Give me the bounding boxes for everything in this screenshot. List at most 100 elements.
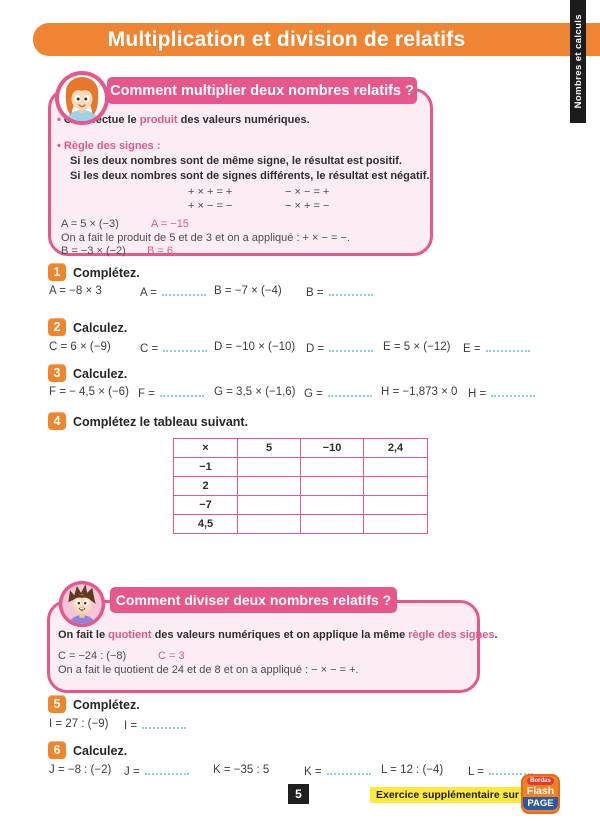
table-row-header: −1 (173, 457, 238, 477)
table-header-cell: −10 (300, 438, 364, 458)
table-empty-cell (363, 495, 428, 515)
expression: E = 5 × (−12) (383, 341, 451, 353)
answer-dots (163, 341, 208, 352)
chapter-side-tab: Nombres et calculs (570, 0, 586, 123)
girl-avatar-icon (55, 71, 109, 125)
answer-label: K = (304, 766, 322, 778)
answer-label: L = (468, 766, 484, 778)
answer-blank: F = (138, 386, 204, 400)
exercise-6-badge: 6 (48, 741, 66, 759)
exercise-3-label: Calculez. (73, 367, 128, 381)
exercise-5-row: I = 27 : (−9) I = (0, 718, 600, 734)
lesson-text: des valeurs numériques et on applique la… (151, 629, 409, 641)
lesson-text: des valeurs numériques. (177, 114, 310, 126)
multiplication-table: × 5 −10 2,4 −1 2 −7 4,5 (173, 438, 428, 534)
answer-label: D = (306, 343, 325, 355)
exercise-1-label: Complétez. (73, 266, 140, 280)
expression: G = 3,5 × (−1,6) (214, 386, 296, 398)
supplement-text: Exercice supplémentaire sur (376, 789, 519, 801)
answer-label: C = (140, 343, 159, 355)
lesson-question-band: Comment diviser deux nombres relatifs ? (110, 587, 397, 613)
table-empty-cell (363, 457, 428, 477)
table-empty-cell (363, 514, 428, 534)
lesson-question: Comment multiplier deux nombres relatifs… (110, 82, 414, 99)
answer-blank: E = (463, 341, 530, 355)
table-empty-cell (300, 495, 364, 515)
lesson-text: . (494, 629, 498, 641)
expression: C = 6 × (−9) (49, 341, 111, 353)
example-expression: C = −24 : (−8) (58, 650, 127, 662)
table-empty-cell (300, 457, 364, 477)
answer-dots (491, 386, 536, 397)
answer-blank: D = (306, 341, 374, 355)
answer-blank: B = (306, 285, 373, 299)
bordas-brand-label: Bordas (527, 777, 554, 785)
lesson-box-division: On fait le quotient des valeurs numériqu… (47, 600, 498, 693)
answer-label: E = (463, 343, 481, 355)
answer-label: F = (138, 388, 155, 400)
table-row: 4,5 (173, 514, 428, 534)
example-note: On a fait le produit de 5 et de 3 et on … (61, 232, 350, 244)
answer-dots (329, 341, 374, 352)
table-empty-cell (237, 476, 301, 496)
table-empty-cell (237, 457, 301, 477)
chapter-side-tab-label: Nombres et calculs (572, 14, 584, 109)
bullet-icon: • (57, 114, 61, 126)
lesson-question: Comment diviser deux nombres relatifs ? (115, 592, 392, 608)
page-number: 5 (288, 784, 309, 804)
exercise-4-label: Complétez le tableau suivant. (73, 415, 249, 429)
lesson-question-band: Comment multiplier deux nombres relatifs… (107, 77, 417, 104)
expression: I = 27 : (−9) (49, 718, 109, 730)
expression: K = −35 : 5 (213, 764, 270, 776)
table-row: −7 (173, 495, 428, 515)
table-empty-cell (300, 514, 364, 534)
answer-dots (328, 285, 373, 296)
lesson-rule: Si les deux nombres sont de même signe, … (70, 155, 402, 167)
lesson-accent: Règle des signes : (63, 140, 161, 152)
example-answer: A = −15 (151, 218, 189, 230)
expression: J = −8 : (−2) (49, 764, 112, 776)
expression: F = − 4,5 × (−6) (49, 386, 129, 398)
example-note: On a fait le quotient de 24 et de 8 et o… (58, 664, 359, 676)
answer-dots (144, 764, 189, 775)
page-title: Multiplication et division de relatifs (107, 27, 466, 51)
table-empty-cell (237, 514, 301, 534)
exercise-2-row: C = 6 × (−9) C = D = −10 × (−10) D = E =… (0, 341, 600, 357)
answer-dots (488, 764, 533, 775)
sign-rule: + × − = − (188, 200, 233, 212)
expression: H = −1,873 × 0 (381, 386, 458, 398)
lesson-box-multiplication: • On effectue le produit des valeurs num… (48, 88, 433, 257)
page-title-bar: Multiplication et division de relatifs (33, 23, 600, 56)
exercise-5-badge: 5 (48, 695, 66, 713)
table-row-header: −7 (173, 495, 238, 515)
lesson-accent: produit (139, 114, 178, 126)
expression: L = 12 : (−4) (381, 764, 444, 776)
table-empty-cell (363, 476, 428, 496)
answer-blank: H = (468, 386, 536, 400)
answer-label: G = (304, 388, 323, 400)
table-header-cell: × (173, 438, 238, 458)
table-row-header: 4,5 (173, 514, 238, 534)
table-header-cell: 5 (237, 438, 301, 458)
expression: D = −10 × (−10) (214, 341, 296, 353)
exercise-1-row: A = −8 × 3 A = B = −7 × (−4) B = (0, 285, 600, 301)
sign-rule: − × − = + (285, 186, 330, 198)
answer-blank: L = (468, 764, 533, 778)
answer-dots (326, 764, 371, 775)
answer-dots (327, 386, 372, 397)
table-row: 2 (173, 476, 428, 496)
lesson-accent: règle des signes (408, 629, 495, 641)
bordas-flashpage-logo: Bordas Flash PAGE (521, 774, 560, 814)
answer-dots (142, 718, 187, 729)
exercise-1-badge: 1 (48, 263, 66, 281)
flashpage-logo-line1: Flash (526, 785, 555, 797)
exercise-4-badge: 4 (48, 412, 66, 430)
answer-blank: I = (124, 718, 187, 732)
boy-avatar-icon (58, 580, 106, 628)
lesson-accent: quotient (108, 629, 152, 641)
answer-blank: A = (140, 285, 206, 299)
exercise-6-row: J = −8 : (−2) J = K = −35 : 5 K = L = 12… (0, 764, 600, 780)
table-header-row: × 5 −10 2,4 (173, 438, 428, 458)
exercise-2-badge: 2 (48, 318, 66, 336)
exercise-3-row: F = − 4,5 × (−6) F = G = 3,5 × (−1,6) G … (0, 386, 600, 402)
